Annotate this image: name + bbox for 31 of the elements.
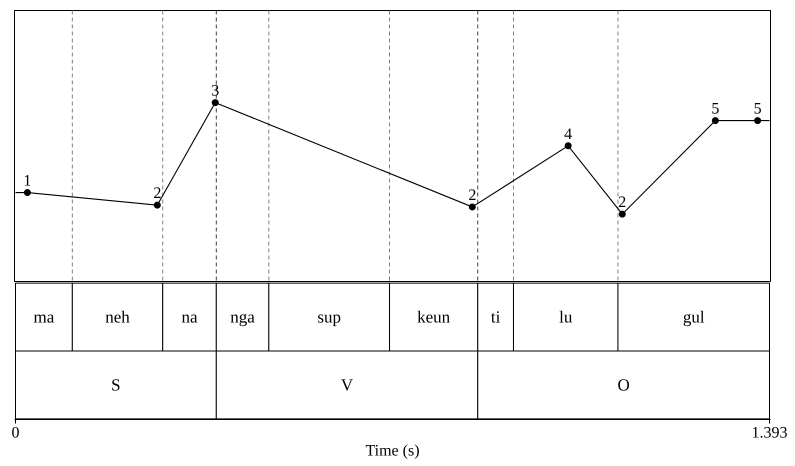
- series-label: lu: [559, 308, 573, 327]
- series-label: nga: [230, 308, 256, 327]
- series-label: na: [182, 308, 198, 327]
- point: [212, 99, 219, 106]
- series-label: sup: [317, 308, 341, 327]
- series-label: keun: [417, 308, 451, 327]
- x-tick-label: 1.393: [752, 424, 788, 442]
- point: [754, 117, 762, 124]
- annotation: 1: [23, 172, 32, 190]
- point: [564, 142, 572, 150]
- annotation: 2: [468, 186, 476, 204]
- annotation: 2: [153, 185, 162, 202]
- series-label: ma: [34, 308, 55, 327]
- annotation: 2: [618, 194, 626, 212]
- series-label: S: [111, 375, 121, 394]
- annotation: 4: [564, 126, 572, 143]
- point: [154, 202, 161, 209]
- series-label: O: [617, 375, 630, 394]
- point: [712, 117, 719, 124]
- series-label: V: [340, 375, 354, 394]
- series-label: ti: [490, 308, 501, 327]
- point: [468, 203, 476, 210]
- x-axis-title: Time (s): [365, 442, 420, 460]
- point: [24, 189, 31, 196]
- x-tick-label: 0: [12, 424, 20, 442]
- annotation: 5: [754, 100, 762, 118]
- point: [618, 210, 626, 218]
- annotation: 5: [711, 100, 720, 118]
- series-label: neh: [105, 308, 130, 327]
- series-label: gul: [682, 308, 705, 327]
- annotation: 3: [211, 82, 220, 100]
